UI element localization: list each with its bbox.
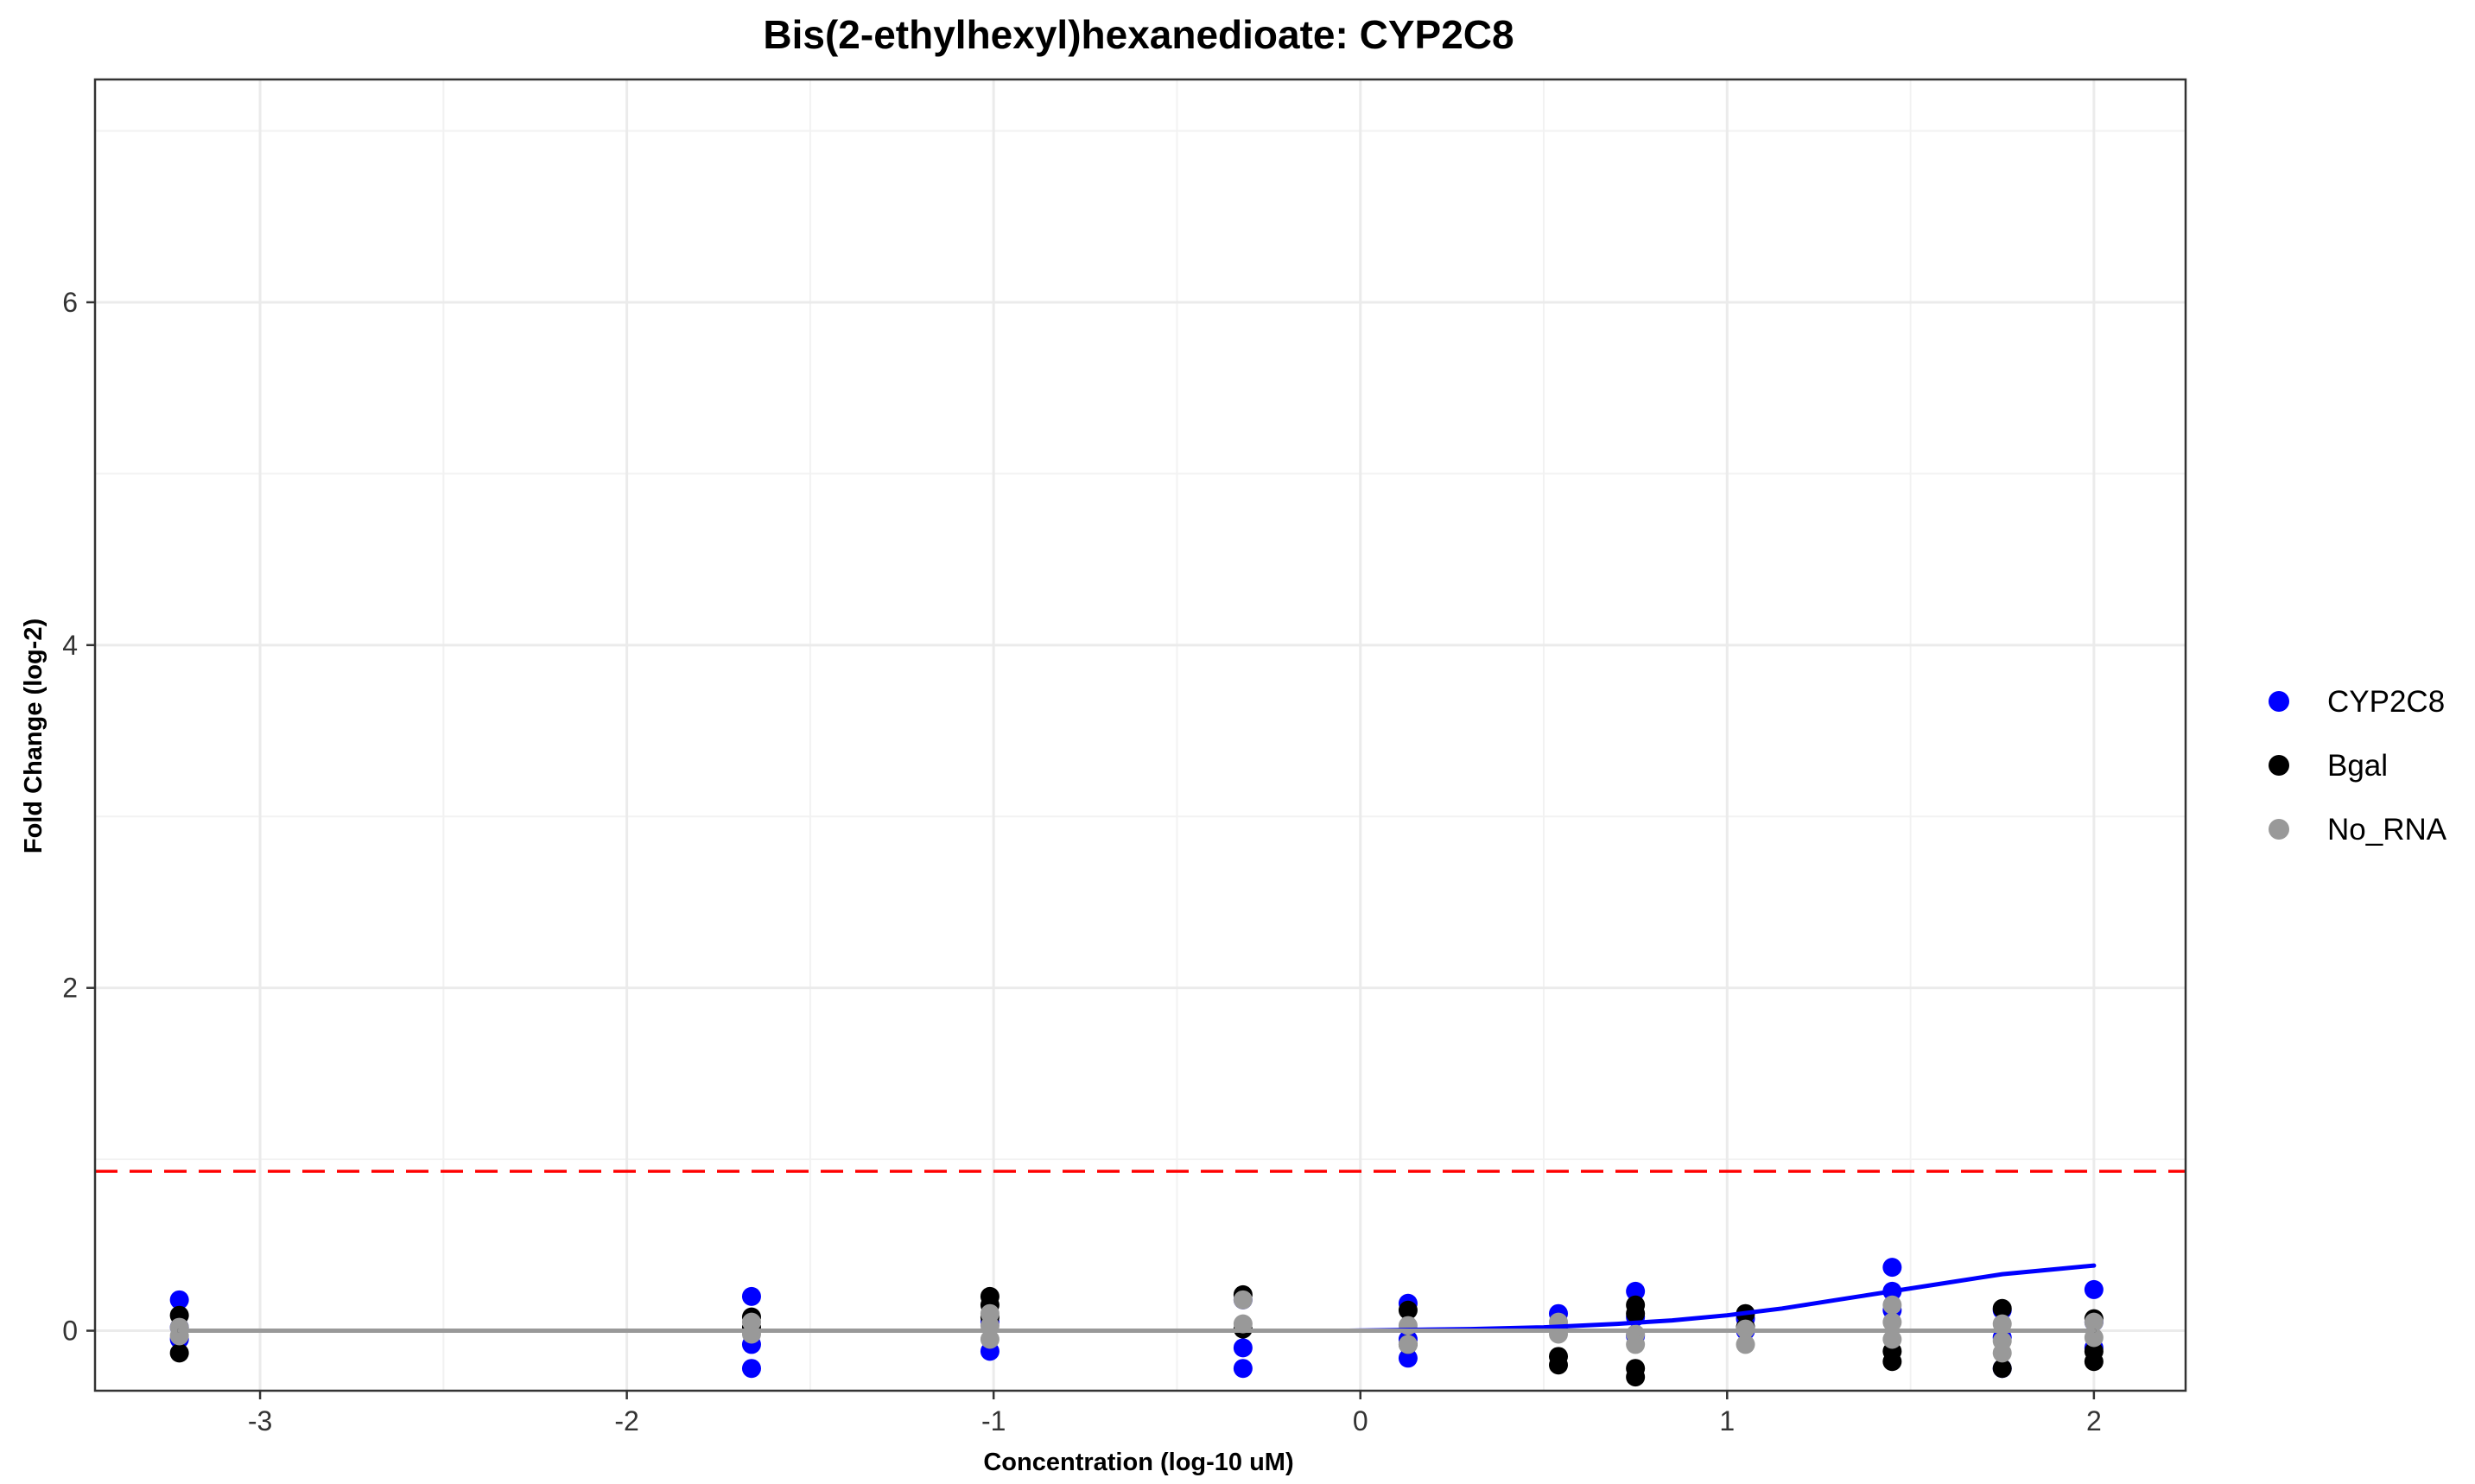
x-axis: -3 -2 -1 0 1 2 — [248, 1391, 2102, 1436]
data-point-no-rna — [980, 1329, 1000, 1349]
data-point-bgal — [1398, 1300, 1418, 1320]
data-point-no-rna — [1882, 1329, 1902, 1349]
y-tick-label: 0 — [62, 1316, 78, 1347]
legend-label: CYP2C8 — [2327, 685, 2445, 719]
legend-key-no-rna — [2269, 819, 2289, 840]
y-tick-label: 6 — [62, 287, 78, 318]
chart-title: Bis(2-ethylhexyl)hexanedioate: CYP2C8 — [763, 12, 1514, 57]
data-point-cyp2c8 — [1233, 1359, 1253, 1379]
data-point-bgal — [1626, 1303, 1646, 1323]
data-point-cyp2c8 — [741, 1286, 761, 1306]
y-tick-label: 4 — [62, 630, 78, 661]
data-point-cyp2c8 — [1626, 1281, 1646, 1301]
minor-gridlines — [95, 79, 2186, 1391]
data-point-bgal — [1549, 1355, 1568, 1375]
data-point-cyp2c8 — [2084, 1279, 2104, 1299]
data-point-cyp2c8 — [1233, 1338, 1253, 1358]
data-point-no-rna — [1233, 1290, 1253, 1310]
data-point-cyp2c8 — [1882, 1258, 1902, 1278]
y-tick-label: 2 — [62, 973, 78, 1004]
legend-key-cyp2c8 — [2269, 691, 2289, 712]
plot-panel — [95, 79, 2186, 1391]
x-axis-title: Concentration (log-10 uM) — [983, 1449, 1293, 1476]
x-tick-label: 0 — [1353, 1405, 1368, 1436]
legend-key-bgal — [2269, 755, 2289, 776]
data-point-no-rna — [1992, 1343, 2012, 1363]
x-tick-label: -1 — [981, 1405, 1006, 1436]
y-axis: 0 2 4 6 — [62, 287, 95, 1347]
plot-panel-border — [93, 78, 2187, 1392]
x-tick-label: 2 — [2086, 1405, 2102, 1436]
data-point-cyp2c8 — [1398, 1348, 1418, 1368]
data-point-bgal — [1882, 1352, 1902, 1372]
data-point-no-rna — [741, 1324, 761, 1344]
legend: CYP2C8 Bgal No_RNA — [2269, 685, 2447, 847]
data-point-cyp2c8 — [169, 1290, 189, 1310]
data-point-bgal — [1992, 1298, 2012, 1318]
data-point-no-rna — [1626, 1335, 1646, 1354]
x-tick-label: -3 — [248, 1405, 272, 1436]
data-point-no-rna — [2084, 1312, 2104, 1332]
series-layer — [169, 1258, 2104, 1387]
data-point-no-rna — [1736, 1335, 1755, 1354]
legend-label: Bgal — [2327, 749, 2388, 783]
data-point-no-rna — [1882, 1295, 1902, 1315]
x-tick-label: 1 — [1719, 1405, 1735, 1436]
y-axis-title: Fold Change (log-2) — [20, 618, 48, 853]
fit-line-cyp2c8 — [1347, 1263, 2097, 1333]
data-point-bgal — [2084, 1352, 2104, 1372]
data-point-bgal — [169, 1343, 189, 1363]
x-tick-label: -2 — [614, 1405, 638, 1436]
data-point-bgal — [1992, 1359, 2012, 1379]
data-point-cyp2c8 — [741, 1359, 761, 1379]
legend-label: No_RNA — [2327, 813, 2447, 847]
data-point-bgal — [1626, 1367, 1646, 1387]
data-point-no-rna — [1882, 1312, 1902, 1332]
data-point-no-rna — [1398, 1335, 1418, 1354]
